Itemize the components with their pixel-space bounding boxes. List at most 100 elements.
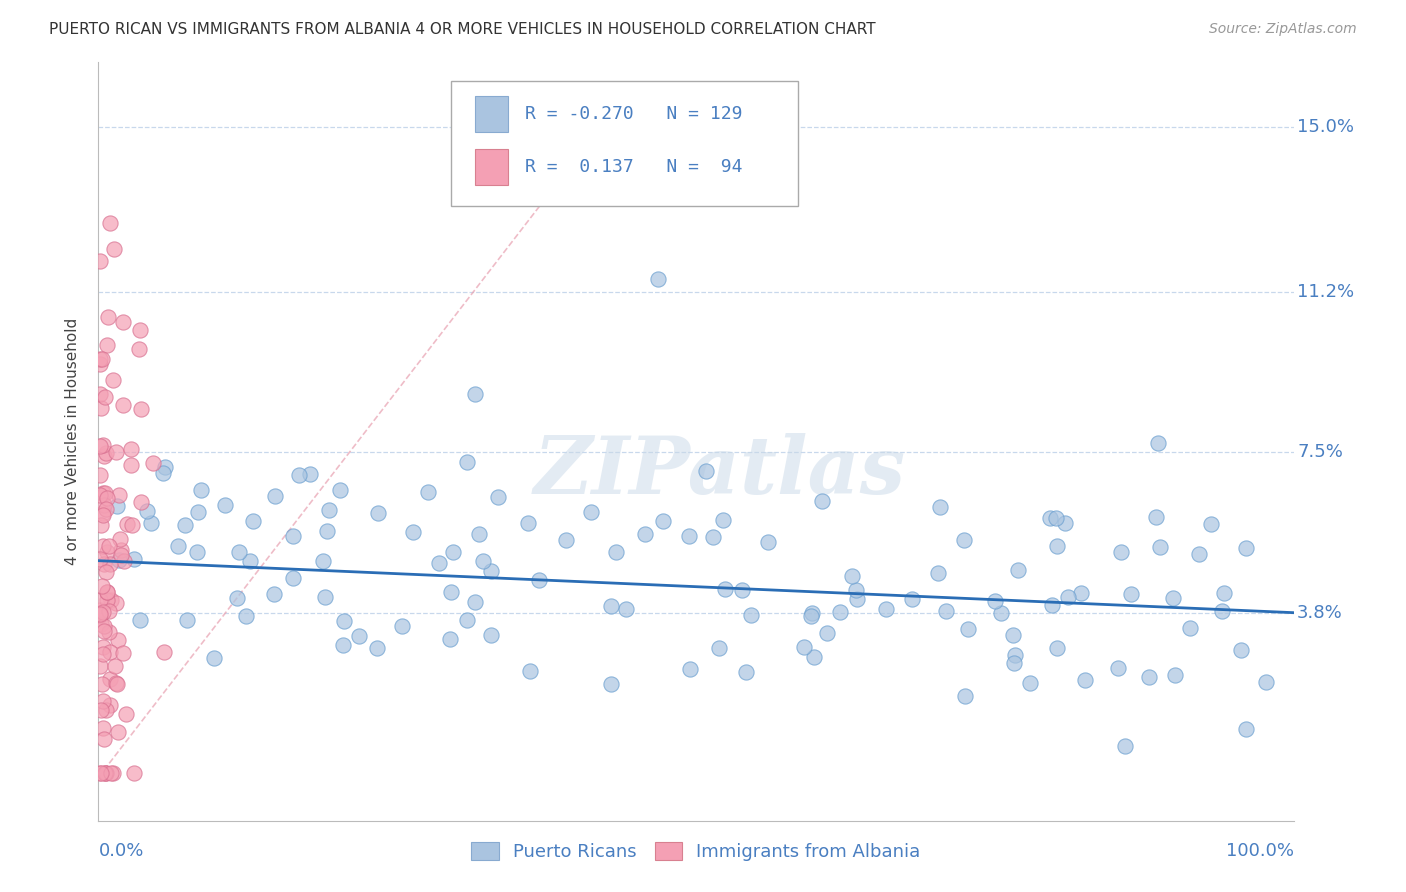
Point: [1178, 621, 1201, 635]
Point: [845, 583, 868, 598]
Point: [647, 272, 669, 286]
Point: [440, 585, 463, 599]
Y-axis label: 4 or more Vehicles in Household: 4 or more Vehicles in Household: [65, 318, 80, 566]
Point: [953, 533, 976, 547]
Point: [117, 517, 139, 532]
Point: [731, 582, 754, 597]
Point: [1007, 563, 1029, 577]
Point: [96, 592, 118, 607]
Point: [90, 703, 112, 717]
Point: [288, 467, 311, 482]
Point: [91, 351, 114, 366]
Point: [600, 599, 623, 614]
Point: [1139, 669, 1161, 683]
Point: [471, 554, 494, 568]
Point: [90, 401, 112, 415]
Point: [110, 532, 132, 546]
Point: [93, 449, 115, 463]
Point: [714, 582, 737, 597]
Point: [479, 564, 502, 578]
Point: [1040, 599, 1063, 613]
Point: [1234, 722, 1257, 736]
Point: [96, 446, 118, 460]
Point: [111, 315, 134, 329]
Point: [94, 390, 117, 404]
Point: [96, 584, 118, 599]
Point: [1164, 667, 1187, 681]
Point: [418, 485, 440, 500]
Point: [695, 464, 717, 478]
Point: [332, 638, 354, 652]
Point: [529, 573, 551, 587]
Point: [263, 586, 285, 600]
Point: [93, 619, 115, 633]
Point: [98, 539, 121, 553]
Point: [441, 545, 464, 559]
Point: [1002, 656, 1025, 670]
Point: [96, 491, 118, 506]
Point: [314, 590, 336, 604]
Point: [956, 622, 979, 636]
Point: [366, 640, 388, 655]
Point: [815, 626, 838, 640]
Point: [1144, 509, 1167, 524]
Point: [318, 503, 340, 517]
Point: [1039, 511, 1062, 525]
Point: [1002, 628, 1025, 642]
Point: [1046, 640, 1069, 655]
Point: [281, 571, 304, 585]
Point: [1230, 643, 1253, 657]
Point: [107, 553, 129, 567]
FancyBboxPatch shape: [475, 95, 509, 132]
Point: [456, 613, 478, 627]
Point: [105, 499, 128, 513]
Point: [173, 517, 195, 532]
Text: R = -0.270   N = 129: R = -0.270 N = 129: [524, 105, 742, 123]
Text: 15.0%: 15.0%: [1298, 119, 1354, 136]
Point: [97, 624, 120, 639]
Text: R =  0.137   N =  94: R = 0.137 N = 94: [524, 158, 742, 176]
Point: [91, 508, 114, 522]
Point: [402, 524, 425, 539]
Point: [1074, 673, 1097, 688]
Point: [98, 645, 121, 659]
Point: [142, 456, 165, 470]
Point: [129, 495, 152, 509]
Point: [239, 554, 262, 568]
Point: [89, 766, 111, 780]
Point: [841, 569, 863, 583]
Point: [315, 524, 337, 539]
Point: [89, 357, 111, 371]
Point: [93, 731, 115, 746]
Point: [984, 593, 1007, 607]
Point: [367, 506, 389, 520]
Point: [1004, 648, 1026, 663]
Text: 100.0%: 100.0%: [1226, 842, 1294, 860]
Point: [128, 323, 150, 337]
Point: [91, 507, 114, 521]
Point: [333, 614, 356, 628]
Point: [94, 703, 117, 717]
Point: [94, 766, 117, 780]
Point: [1045, 511, 1067, 525]
Point: [312, 554, 335, 568]
Point: [98, 698, 121, 713]
Point: [202, 651, 225, 665]
Point: [91, 605, 114, 619]
Point: [875, 602, 897, 616]
Point: [481, 628, 503, 642]
Point: [136, 504, 159, 518]
Point: [633, 527, 655, 541]
Point: [89, 468, 111, 483]
Point: [186, 544, 208, 558]
Point: [678, 529, 700, 543]
Point: [1212, 586, 1234, 600]
Point: [104, 596, 127, 610]
Point: [96, 338, 118, 352]
Point: [91, 721, 114, 735]
Point: [554, 533, 576, 547]
Point: [93, 640, 115, 654]
Point: [96, 585, 118, 599]
Point: [93, 486, 115, 500]
Point: [953, 690, 976, 704]
